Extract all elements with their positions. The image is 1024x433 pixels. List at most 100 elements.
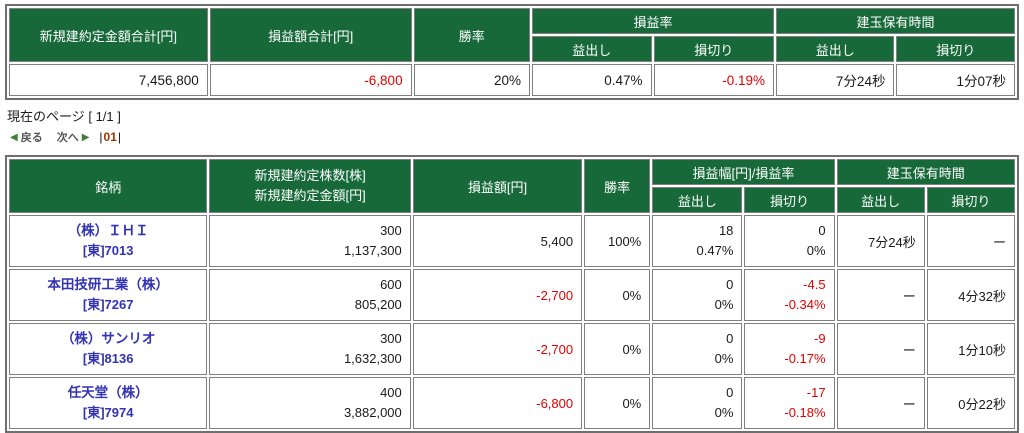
page-separator: | [99,130,103,144]
holding-profit-value: ー [836,323,925,375]
loss-rate-value: 0% [806,243,826,258]
win-rate-value: 100% [584,215,651,267]
loss-cut-cell: -9 -0.17% [744,323,835,375]
pager: 現在のページ [ 1/1 ] ◀ 戻る 次へ ▶ | 01 | [7,106,1017,145]
back-button[interactable]: 戻る [20,132,43,144]
qty-value: 300 [380,223,402,238]
stock-code: [東]8136 [82,351,134,366]
loss-width-value: -17 [806,385,826,400]
stock-name-link[interactable]: （株）サンリオ [60,331,156,346]
loss-cut-cell: 0 0% [744,215,835,267]
pl-value: 5,400 [412,215,583,267]
header-qty-line1: 新規建約定株数[株] [254,168,366,183]
pl-rate-profit-value: 0.47% [532,64,652,96]
pl-value: -2,700 [412,269,583,321]
profit-width-value: 0 [726,331,734,346]
summary-row: 7,456,800 -6,800 20% 0.47% -0.19% 7分24秒 … [9,64,1015,96]
next-button[interactable]: 次へ [56,132,79,144]
loss-width-value: -4.5 [803,277,826,292]
qty-amount-cell: 400 3,882,000 [209,377,411,429]
qty-value: 300 [380,331,402,346]
header-pl-total: 損益額合計[円] [209,8,412,62]
stock-cell: （株）ＩＨＩ [東]7013 [9,215,208,267]
summary-table: 新規建約定金額合計[円] 損益額合計[円] 勝率 損益率 建玉保有時間 益出し … [5,4,1019,100]
stock-name-link[interactable]: （株）ＩＨＩ [67,223,149,238]
header-holding-group: 建玉保有時間 [836,159,1015,185]
qty-value: 400 [380,385,402,400]
holding-loss-value: 4分32秒 [926,269,1015,321]
table-row: （株）ＩＨＩ [東]7013 300 1,137,300 5,400 100% … [9,215,1015,267]
header-profit-take: 益出し [775,36,895,62]
header-qty-line2: 新規建約定金額[円] [254,188,366,203]
loss-rate-value: -0.17% [784,351,826,366]
stock-cell: 本田技研工業（株） [東]7267 [9,269,208,321]
win-rate-value: 0% [584,323,651,375]
qty-amount-cell: 600 805,200 [209,269,411,321]
page-separator: | [117,130,122,144]
header-amount-total: 新規建約定金額合計[円] [9,8,208,62]
qty-amount-cell: 300 1,632,300 [209,323,411,375]
header-loss-cut: 損切り [926,187,1015,213]
profit-width-value: 0 [726,385,734,400]
header-pl-rate-group: 損益率 [532,8,774,34]
header-holding-group: 建玉保有時間 [775,8,1015,34]
profit-width-value: 18 [718,223,734,238]
header-qty-amount: 新規建約定株数[株] 新規建約定金額[円] [209,159,411,213]
holding-loss-value: 0分22秒 [926,377,1015,429]
table-row: 本田技研工業（株） [東]7267 600 805,200 -2,700 0% … [9,269,1015,321]
holding-profit-value: 7分24秒 [775,64,895,96]
stock-cell: 任天堂（株） [東]7974 [9,377,208,429]
header-pl: 損益額[円] [412,159,583,213]
qty-amount-cell: 300 1,137,300 [209,215,411,267]
win-rate-value: 20% [413,64,531,96]
loss-rate-value: -0.18% [784,405,826,420]
back-arrow-icon: ◀ [10,131,18,143]
pl-total-value: -6,800 [209,64,412,96]
amount-value: 1,137,300 [343,243,402,258]
stock-name-link[interactable]: 本田技研工業（株） [47,277,169,292]
stock-code: [東]7267 [82,297,134,312]
profit-rate-value: 0% [714,297,734,312]
header-loss-cut: 損切り [896,36,1015,62]
profit-rate-value: 0.47% [696,243,734,258]
loss-cut-cell: -17 -0.18% [744,377,835,429]
holding-loss-value: ー [926,215,1015,267]
loss-width-value: -9 [814,331,826,346]
qty-value: 600 [380,277,402,292]
profit-rate-value: 0% [714,405,734,420]
profit-take-cell: 0 0% [652,377,743,429]
holding-profit-value: ー [836,269,925,321]
next-arrow-icon: ▶ [81,131,90,143]
pl-rate-loss-value: -0.19% [653,64,774,96]
detail-table: 銘柄 新規建約定株数[株] 新規建約定金額[円] 損益額[円] 勝率 損益幅[円… [5,155,1019,433]
stock-code: [東]7974 [82,405,134,420]
amount-value: 3,882,000 [343,405,402,420]
stock-name-link[interactable]: 任天堂（株） [67,385,149,400]
table-row: （株）サンリオ [東]8136 300 1,632,300 -2,700 0% … [9,323,1015,375]
header-loss-cut: 損切り [744,187,835,213]
loss-cut-cell: -4.5 -0.34% [744,269,835,321]
stock-cell: （株）サンリオ [東]8136 [9,323,208,375]
holding-loss-value: 1分07秒 [896,64,1015,96]
holding-profit-value: 7分24秒 [836,215,925,267]
win-rate-value: 0% [584,377,651,429]
holding-profit-value: ー [836,377,925,429]
table-row: 任天堂（株） [東]7974 400 3,882,000 -6,800 0% 0… [9,377,1015,429]
profit-take-cell: 18 0.47% [652,215,743,267]
profit-take-cell: 0 0% [652,323,743,375]
current-page-label: 現在のページ [ 1/1 ] [7,109,121,124]
loss-width-value: 0 [818,223,826,238]
page-number[interactable]: 01 [103,130,117,144]
amount-total-value: 7,456,800 [9,64,208,96]
amount-value: 1,632,300 [343,351,402,366]
header-pl-width-group: 損益幅[円]/損益率 [652,159,835,185]
profit-rate-value: 0% [714,351,734,366]
header-profit-take: 益出し [836,187,925,213]
header-stock: 銘柄 [9,159,208,213]
header-profit-take: 益出し [532,36,652,62]
win-rate-value: 0% [584,269,651,321]
profit-take-cell: 0 0% [652,269,743,321]
loss-rate-value: -0.34% [784,297,826,312]
header-profit-take: 益出し [652,187,743,213]
